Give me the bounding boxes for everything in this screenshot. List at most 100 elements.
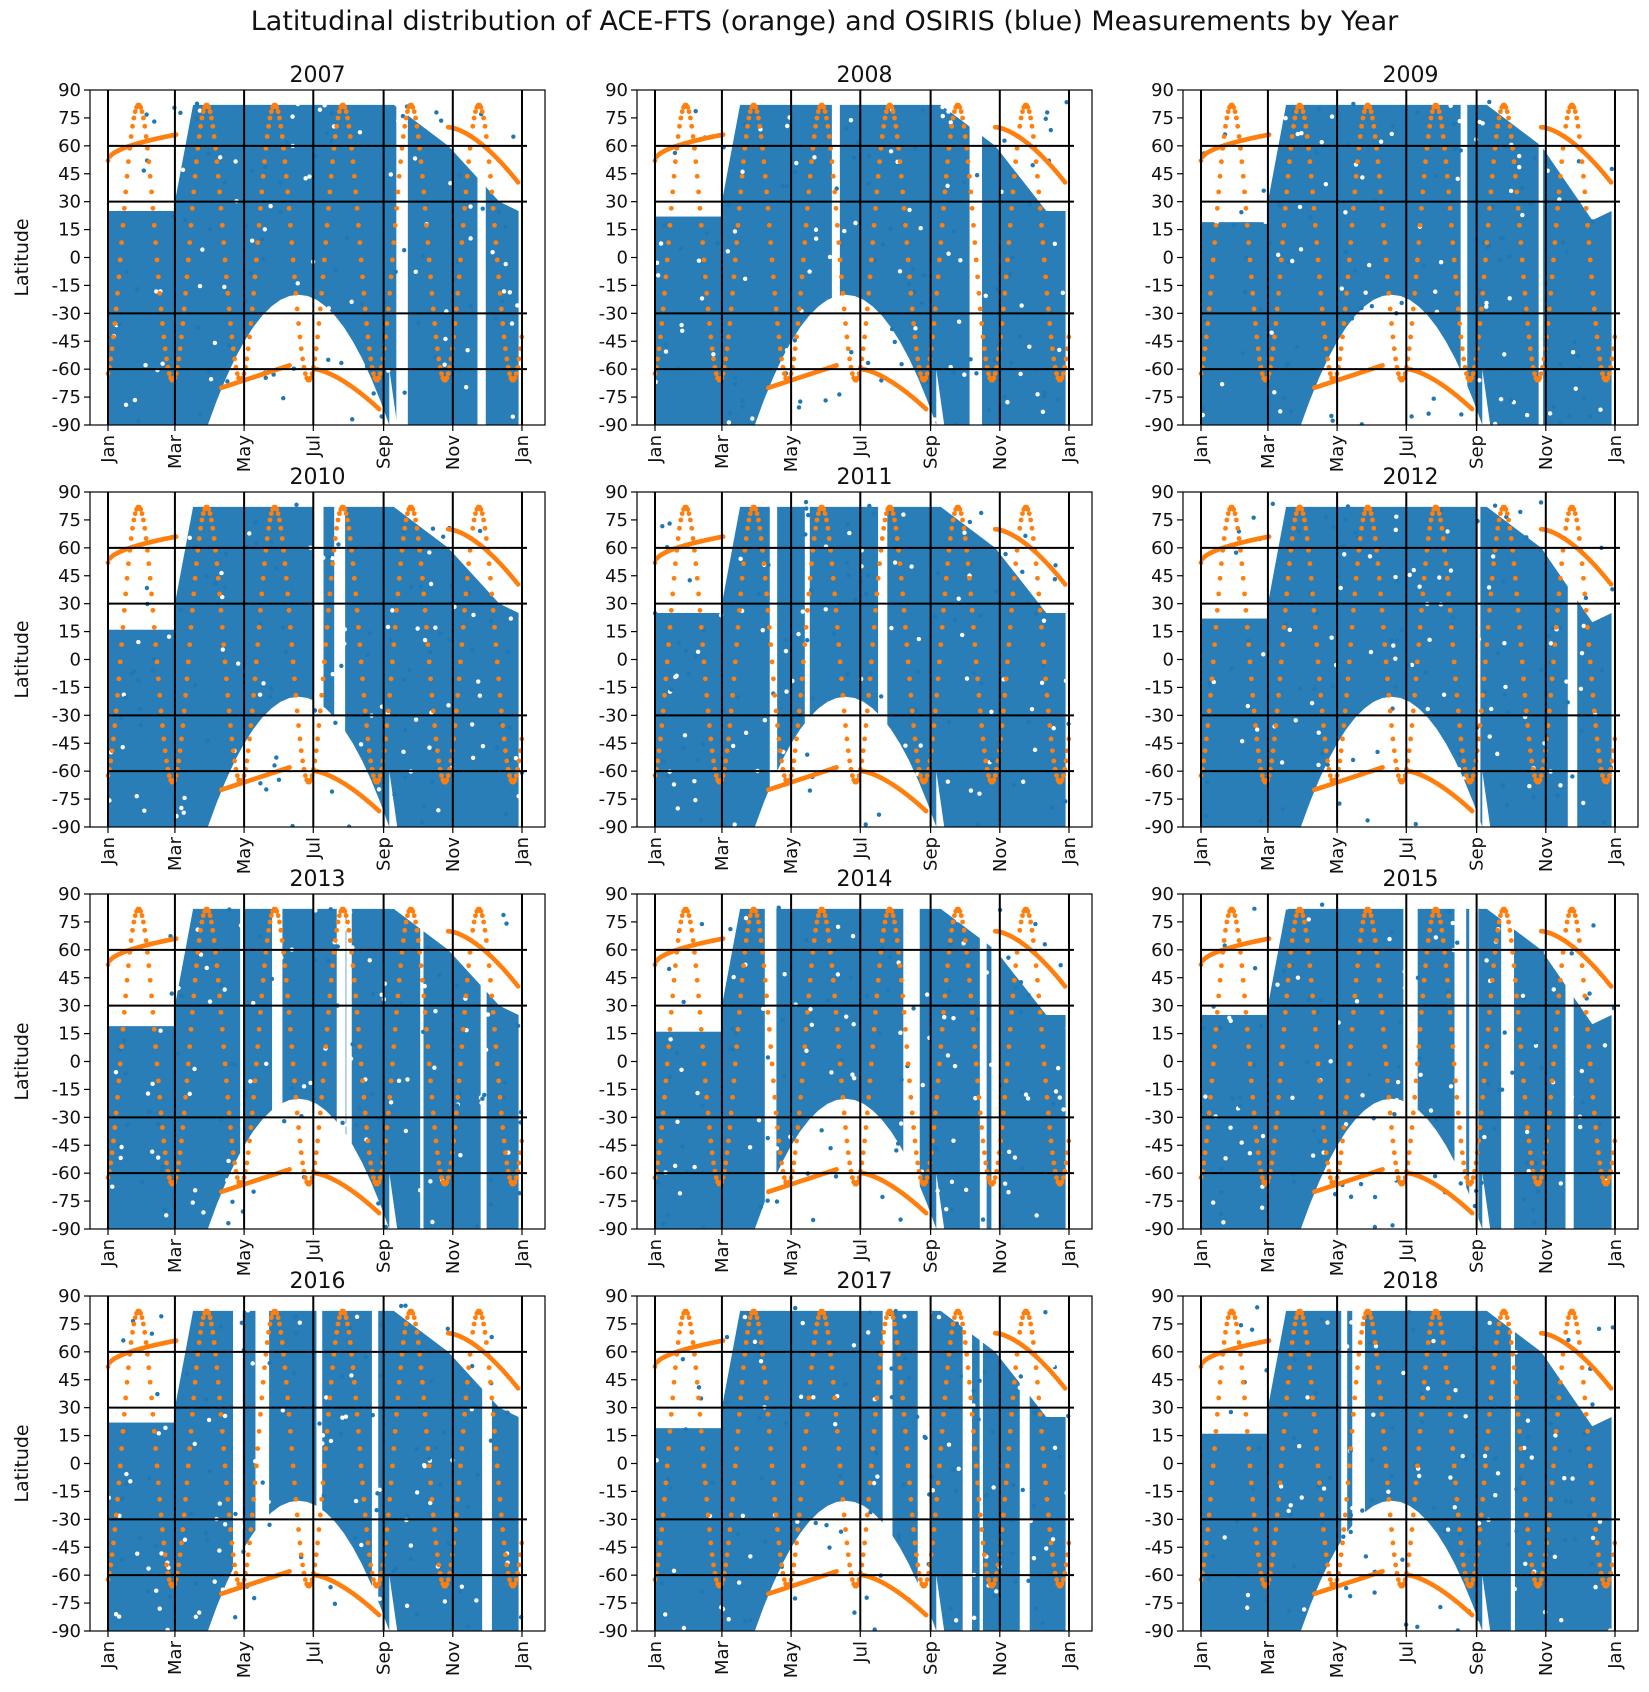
ace-point (176, 758, 182, 764)
osiris-point (144, 112, 149, 117)
ace-point (1040, 642, 1046, 648)
ace-point (116, 676, 122, 682)
ace-point (489, 993, 495, 999)
ace-point (977, 306, 983, 312)
ace-point (513, 371, 519, 376)
x-tick-label: Mar (165, 836, 186, 871)
ace-point (765, 607, 771, 613)
osiris-point (973, 1095, 978, 1101)
ace-point (707, 723, 712, 728)
osiris-point (1055, 1065, 1061, 1071)
osiris-point (945, 183, 950, 189)
osiris-point (145, 1091, 151, 1096)
ace-point (1359, 525, 1365, 531)
ace-point (1225, 511, 1231, 517)
ace-point (937, 257, 942, 263)
y-tick-label: 60 (58, 136, 81, 157)
ace-point (399, 547, 405, 553)
osiris-point (129, 671, 134, 677)
ace-point (768, 642, 774, 648)
osiris-point (894, 1148, 899, 1153)
ace-point (1581, 575, 1586, 581)
ace-point (1340, 736, 1345, 742)
osiris-point (325, 958, 331, 963)
osiris-point (142, 808, 147, 813)
osiris-point (268, 203, 273, 209)
ace-point (1327, 371, 1333, 376)
osiris-point (846, 573, 851, 578)
ace-point (111, 1138, 116, 1144)
ace-point (181, 1110, 187, 1116)
osiris-point (454, 983, 460, 988)
ace-point (696, 189, 701, 195)
ace-point (259, 189, 265, 195)
osiris-coverage (174, 104, 519, 425)
ace-point (428, 1078, 433, 1084)
ace-point (1233, 115, 1239, 121)
osiris-point (1251, 515, 1256, 520)
ace-point (1449, 624, 1454, 630)
ace-point (420, 575, 425, 581)
osiris-point (1329, 635, 1334, 640)
ace-point (969, 205, 975, 211)
ace-point (1522, 692, 1528, 698)
ace-point (121, 607, 127, 613)
osiris-point (1492, 503, 1498, 508)
osiris-point (326, 357, 331, 363)
ace-point (692, 145, 697, 151)
osiris-point (732, 822, 737, 827)
osiris-point (743, 915, 749, 921)
ace-point (327, 189, 333, 195)
osiris-point (1062, 115, 1067, 121)
ace-point (1409, 723, 1415, 728)
osiris-point (436, 972, 442, 978)
ace-point (907, 676, 912, 682)
ace-point (1355, 561, 1360, 567)
ace-point (769, 257, 775, 263)
ace-point (1447, 205, 1453, 211)
ace-point (428, 676, 433, 682)
ace-point (761, 561, 767, 567)
ace-point (773, 306, 779, 312)
ace-point (366, 1150, 372, 1156)
y-tick-label: 45 (1151, 566, 1174, 587)
ace-point (371, 773, 376, 778)
ace-point (1314, 240, 1320, 246)
ace-point (198, 927, 203, 933)
y-tick-label: -90 (599, 817, 628, 838)
ace-point (1214, 205, 1220, 211)
ace-point (811, 536, 817, 541)
ace-point (130, 123, 135, 129)
osiris-point (889, 326, 895, 332)
osiris-point (329, 110, 334, 116)
osiris-point (350, 945, 355, 950)
ace-point (1356, 145, 1362, 151)
osiris-point (663, 349, 669, 354)
ace-point (213, 949, 218, 955)
ace-point (1270, 346, 1276, 352)
ace-point (351, 977, 357, 983)
ace-point (1353, 173, 1359, 179)
ace-point (822, 511, 828, 517)
ace-point (385, 306, 391, 312)
ace-point (1025, 506, 1031, 512)
ace-point (791, 758, 797, 764)
osiris-point (1035, 392, 1040, 397)
osiris-point (492, 98, 497, 104)
osiris-point (235, 661, 241, 666)
osiris-point (1426, 411, 1431, 416)
osiris-point (416, 320, 421, 326)
ace-point (980, 334, 986, 340)
osiris-point (354, 1122, 359, 1127)
osiris-point (1258, 818, 1263, 824)
ace-point (1454, 290, 1460, 296)
osiris-point (488, 618, 494, 624)
osiris-point (345, 235, 350, 241)
osiris-point (1063, 678, 1069, 684)
ace-point (376, 406, 382, 412)
osiris-point (474, 1224, 480, 1229)
x-tick-label: Jan (1191, 435, 1212, 464)
ace-point (225, 290, 231, 296)
ace-point (126, 159, 131, 165)
osiris-point (733, 381, 738, 387)
